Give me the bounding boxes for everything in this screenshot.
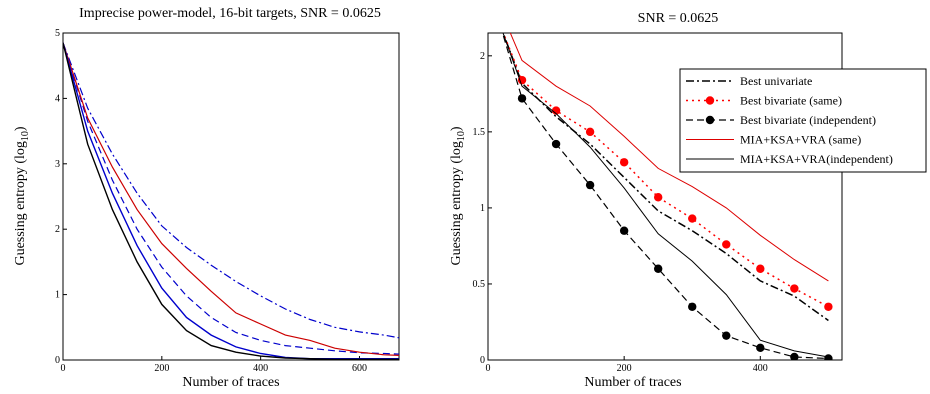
chart-right-series-point-2 [688,302,697,311]
chart-left-xlabel: Number of traces [182,375,279,390]
chart-right-series-point-2 [790,352,799,360]
chart-left-ytick-label: 1 [55,290,60,301]
chart-left-series-line-3 [63,42,399,360]
chart-left-series-line-1 [63,42,399,355]
chart-right-ticks: 0 200 400 0 0.5 1 1.5 2 [473,51,768,374]
chart-left-xtick-label: 400 [253,363,268,374]
chart-right-series-line-2 [501,33,829,360]
chart-left-ticks: 0 200 400 600 0 1 2 3 4 5 [55,28,367,374]
chart-left-xtick-label: 200 [154,363,169,374]
chart-right-series-point-1 [722,240,731,249]
chart-right-xtick-label: 0 [486,363,491,374]
legend-label-3: MIA+KSA+VRA (same) [740,133,861,147]
chart-left-xtick-label: 0 [61,363,66,374]
chart-right-series-point-1 [824,302,833,311]
chart-right-ytick-label: 1 [480,203,485,214]
chart-right-ytick-label: 2 [480,51,485,62]
chart-left-xtick-label: 600 [352,363,367,374]
chart-right-series-point-1 [517,75,527,85]
chart-right-ytick-label: 0.5 [473,279,486,290]
chart-right-series-point-2 [619,226,629,235]
chart-left-ytick-label: 0 [55,355,60,366]
legend-label-1: Best bivariate (same) [740,94,842,108]
legend-label-2: Best bivariate (independent) [740,113,876,127]
chart-left: Imprecise power-model, 16-bit targets, S… [13,6,400,390]
chart-right-series-line-4 [502,33,829,358]
chart-left-ytick-label: 3 [55,159,60,170]
chart-right: SNR = 0.0625 0 200 400 0 0.5 1 1.5 2 Number of … [449,11,927,390]
chart-right-series [501,33,833,360]
chart-right-series-point-2 [551,139,561,149]
legend-marker-2 [705,115,715,125]
chart-right-ylabel-sub: 10 [456,131,467,141]
chart-right-series-point-2 [824,354,833,360]
chart-right-title: SNR = 0.0625 [638,11,719,26]
chart-right-series-point-2 [756,343,765,353]
chart-right-xtick-label: 200 [617,363,632,374]
chart-left-ylabel-close: ) [13,126,28,131]
chart-right-xlabel: Number of traces [584,375,681,390]
chart-right-series-point-1 [756,264,765,273]
chart-right-ylabel: Guessing entropy (log10) [449,126,467,265]
chart-right-series-point-2 [585,180,595,190]
chart-right-xtick-label: 400 [753,363,768,374]
chart-right-series-point-2 [722,331,731,340]
chart-right-legend: Best univariate Best bivariate (same) Best… [679,68,927,173]
chart-right-series-line-0 [502,33,829,322]
chart-left-series-line-0 [63,42,399,339]
chart-right-series-point-1 [688,214,697,223]
chart-right-series-point-1 [585,127,595,137]
chart-right-series-point-2 [653,264,663,273]
chart-right-plot-frame [487,32,843,361]
chart-left-series [63,42,399,360]
chart-right-series-point-2 [517,94,527,103]
chart-right-series-line-3 [509,33,829,282]
legend-marker-1 [705,96,715,105]
legend-label-4: MIA+KSA+VRA(independent) [740,152,893,166]
chart-left-ytick-label: 5 [55,28,60,39]
chart-right-ytick-label: 1.5 [473,127,486,138]
chart-left-ytick-label: 4 [55,93,60,104]
chart-left-ylabel-sub: 10 [20,131,31,141]
chart-left-title: Imprecise power-model, 16-bit targets, S… [79,6,381,21]
chart-left-ytick-label: 2 [55,224,60,235]
chart-right-ytick-label: 0 [480,355,485,366]
chart-left-series-line-4 [63,42,399,360]
chart-right-series-point-1 [619,158,629,167]
legend-label-0: Best univariate [740,74,812,88]
chart-left-plot-frame [62,32,400,361]
chart-right-series-point-1 [551,106,561,115]
chart-left-series-line-2 [63,42,399,356]
chart-left-ylabel: Guessing entropy (log10) [13,126,31,265]
chart-right-series-point-1 [653,193,663,202]
chart-right-series-point-1 [790,284,799,293]
chart-right-ylabel-close: ) [449,126,464,131]
